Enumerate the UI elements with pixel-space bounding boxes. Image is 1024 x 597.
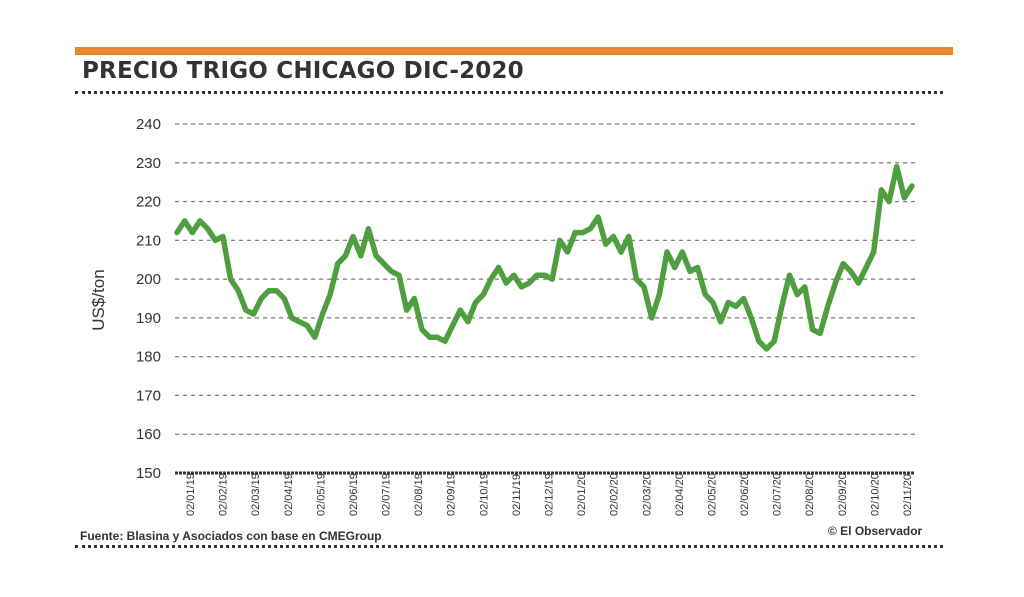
- y-axis-label: US$/ton: [89, 269, 108, 330]
- y-tick-label: 200: [136, 271, 161, 288]
- y-tick-label: 160: [136, 426, 161, 443]
- y-tick-label: 240: [136, 116, 161, 133]
- accent-bar: [75, 47, 953, 55]
- x-tick-label: 02/08/19: [413, 473, 425, 516]
- footer-divider: [75, 545, 943, 548]
- x-tick-label: 02/02/20: [609, 473, 621, 516]
- x-tick-label: 02/06/19: [348, 473, 360, 516]
- x-tick-label: 02/10/20: [869, 473, 881, 516]
- y-tick-label: 190: [136, 310, 161, 327]
- y-tick-label: 230: [136, 155, 161, 172]
- x-tick-label: 02/08/20: [804, 473, 816, 516]
- x-tick-label: 02/04/19: [283, 473, 295, 516]
- x-tick-label: 02/11/19: [511, 474, 523, 516]
- x-tick-label: 02/02/19: [218, 473, 230, 516]
- y-tick-label: 150: [136, 465, 161, 482]
- x-tick-label: 02/01/20: [576, 473, 588, 516]
- y-tick-label: 220: [136, 194, 161, 211]
- x-tick-label: 02/10/19: [478, 473, 490, 516]
- series-group: [174, 163, 915, 352]
- x-tick-label: 02/09/19: [446, 473, 458, 516]
- x-tick-label: 02/06/20: [739, 473, 751, 516]
- x-tick-label: 02/05/20: [706, 473, 718, 516]
- y-tick-label: 210: [136, 232, 161, 249]
- x-tick-label: 02/07/20: [772, 473, 784, 516]
- y-tick-label: 180: [136, 349, 161, 366]
- y-axis-ticks: 150 160 170 180 190 200 210 220 230 240: [136, 116, 161, 482]
- gridlines: [175, 123, 915, 475]
- x-tick-label: 02/12/19: [544, 473, 556, 516]
- x-tick-label: 02/03/20: [641, 473, 653, 516]
- credit-note: © El Observador: [828, 524, 923, 538]
- x-tick-label: 02/11/20: [902, 474, 914, 516]
- source-note: Fuente: Blasina y Asociados con base en …: [80, 529, 382, 543]
- x-tick-label: 02/03/19: [250, 473, 262, 516]
- series-line: [174, 163, 915, 352]
- x-tick-label: 02/04/20: [674, 473, 686, 516]
- x-tick-label: 02/07/19: [381, 473, 393, 516]
- x-tick-label: 02/05/19: [315, 473, 327, 516]
- chart-title: PRECIO TRIGO CHICAGO DIC-2020: [82, 58, 524, 84]
- x-tick-label: 02/09/20: [837, 473, 849, 516]
- x-tick-label: 02/01/19: [185, 473, 197, 516]
- title-divider: [75, 91, 943, 94]
- x-axis-ticks: 02/01/19 02/02/19 02/03/19 02/04/19 02/05/19…: [185, 473, 914, 516]
- y-tick-label: 170: [136, 387, 161, 404]
